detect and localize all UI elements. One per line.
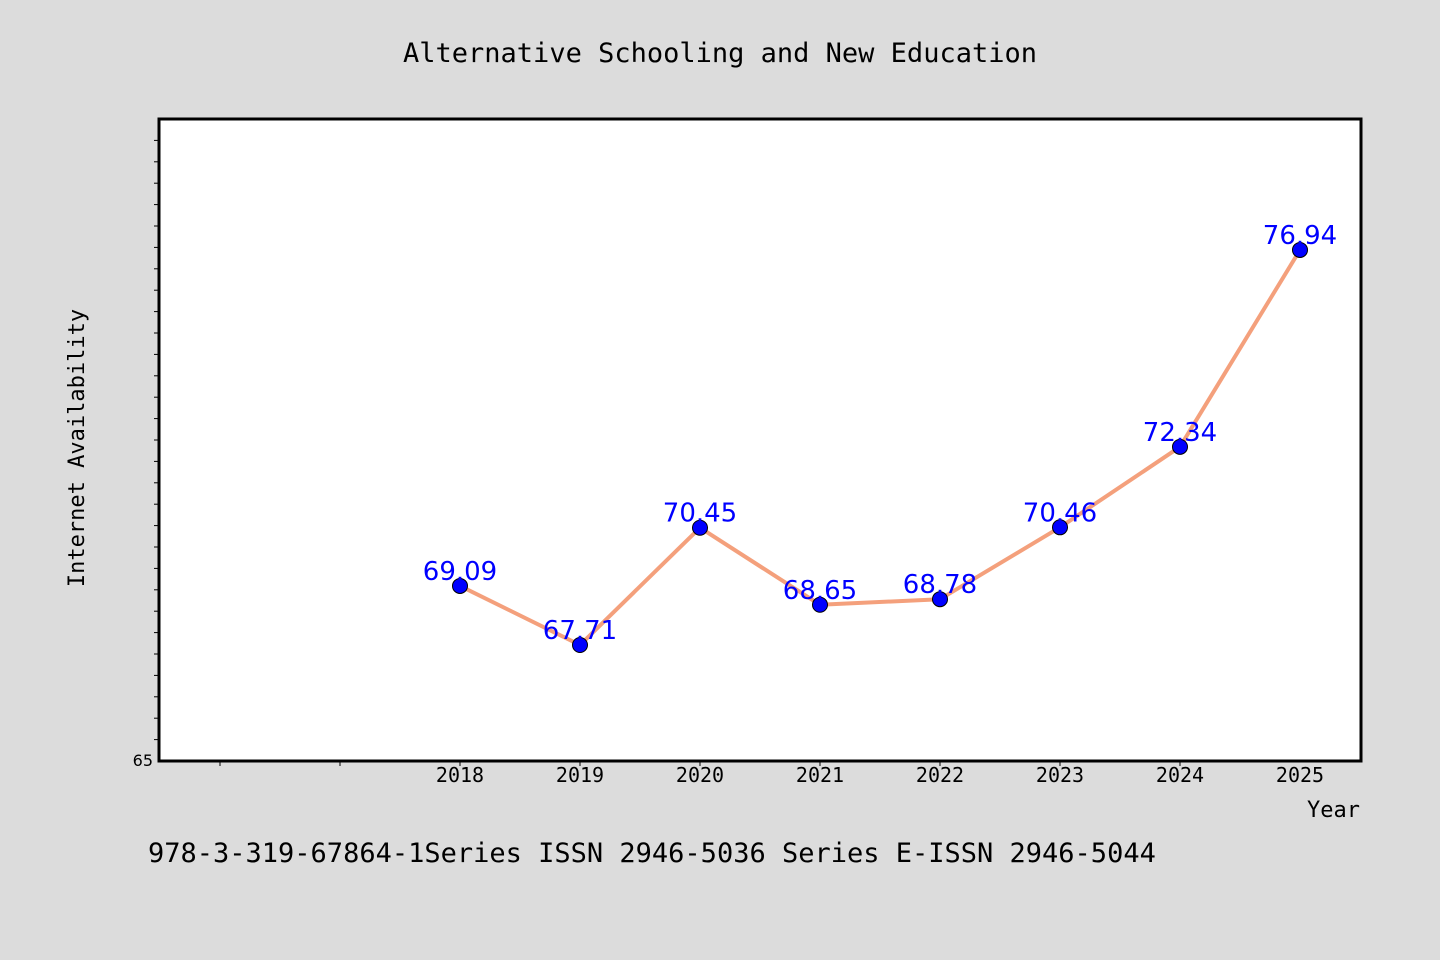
data-point [812, 596, 828, 613]
chart-title: Alternative Schooling and New Education [403, 38, 1037, 69]
x-axis-ticks: 2018 2019 2020 2021 2022 2023 2024 2025 [219, 761, 1324, 787]
data-point [1172, 438, 1188, 455]
x-tick-label: 2020 [676, 763, 724, 787]
plot-area [159, 119, 1361, 761]
data-point [572, 637, 588, 654]
x-tick-label: 2021 [796, 763, 844, 787]
x-tick-label: 2025 [1276, 763, 1324, 787]
data-label: 67.71 [543, 616, 617, 646]
x-axis-label: Year [1307, 798, 1360, 823]
x-tick-label: 2019 [556, 763, 604, 787]
data-point [932, 591, 948, 608]
footer-isbn-issn: 978-3-319-67864-1Series ISSN 2946-5036 S… [148, 838, 1156, 869]
data-label: 72.34 [1143, 418, 1217, 448]
plot-frame [157, 117, 1363, 763]
data-label: 76.94 [1263, 221, 1337, 251]
data-label: 68.65 [783, 576, 857, 606]
y-tick-label: 65 [133, 751, 153, 770]
data-point [692, 519, 708, 536]
data-label: 69.09 [423, 557, 497, 587]
series-line-group [459, 248, 1302, 648]
data-point [1052, 519, 1068, 536]
data-point [452, 577, 468, 594]
data-point [1292, 241, 1308, 258]
x-tick-label: 2024 [1156, 763, 1204, 787]
data-label: 70.45 [663, 499, 737, 529]
data-label: 68.78 [903, 570, 977, 600]
x-tick-label: 2023 [1036, 763, 1084, 787]
series-line [459, 248, 1302, 648]
data-markers [452, 241, 1308, 654]
data-labels: 69.09 67.71 70.45 68.65 68.78 70.46 72.34 76.94 [423, 221, 1337, 646]
data-label: 70.46 [1023, 498, 1097, 528]
x-tick-label: 2022 [916, 763, 964, 787]
x-tick-label: 2018 [436, 763, 484, 787]
y-axis-label: Internet Availability [65, 309, 90, 587]
